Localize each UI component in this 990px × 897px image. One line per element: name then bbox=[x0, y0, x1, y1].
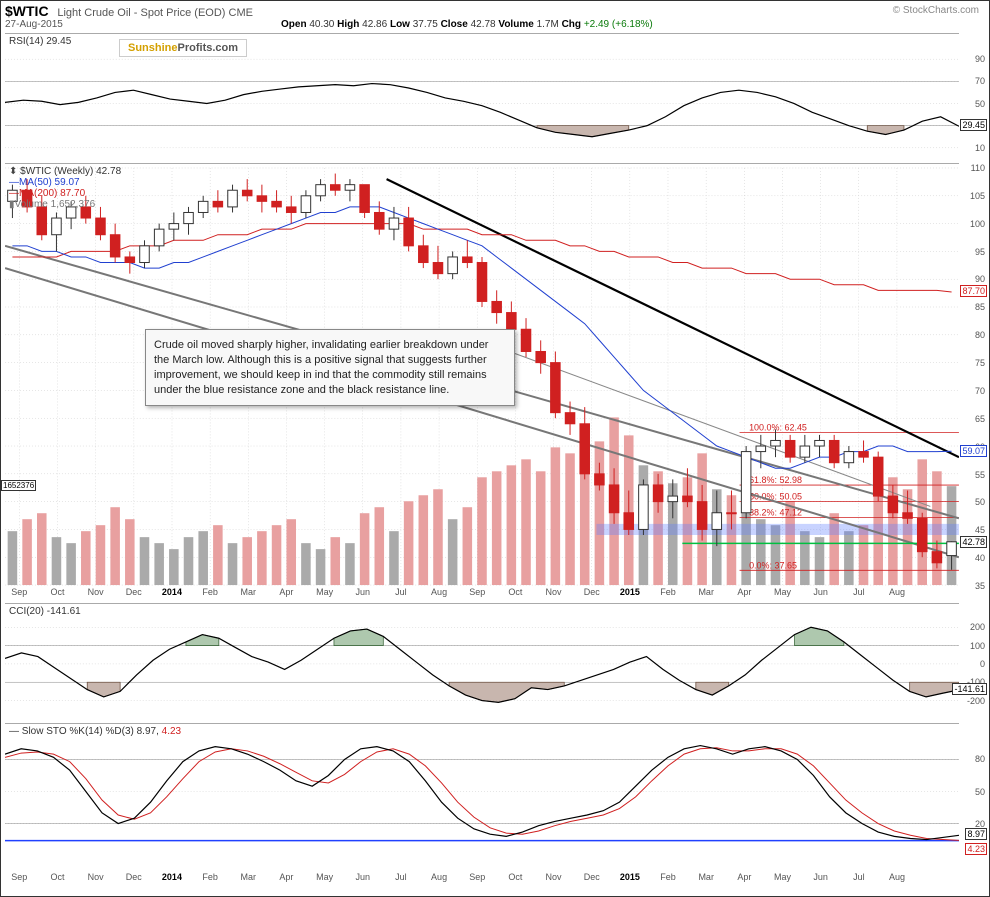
chart-date: 27-Aug-2015 bbox=[5, 19, 63, 30]
price-panel: ⬍ $WTIC (Weekly) 42.78 —MA(50) 59.07 —MA… bbox=[5, 163, 959, 603]
cci-chart bbox=[5, 604, 959, 723]
xaxis-price: SepOctNovDec2014FebMarAprMayJunJulAugSep… bbox=[5, 587, 959, 603]
cci-panel: CCI(20) -141.61 -200-1000100200 -141.61 bbox=[5, 603, 959, 723]
svg-text:61.8%: 52.98: 61.8%: 52.98 bbox=[749, 475, 802, 485]
watermark-logo: SunshineProfits.com bbox=[119, 39, 247, 57]
sto-label: — Slow STO %K(14) %D(3) 8.97, 4.23 bbox=[9, 726, 181, 737]
rsi-label: RSI(14) 29.45 bbox=[9, 36, 71, 47]
price-value-box: 42.78 bbox=[960, 536, 987, 548]
annotation-box: Crude oil moved sharply higher, invalida… bbox=[145, 329, 515, 406]
ticker-desc: Light Crude Oil - Spot Price (EOD) CME bbox=[57, 7, 253, 19]
ma200-value-box: 87.70 bbox=[960, 285, 987, 297]
chart-container: $WTIC Light Crude Oil - Spot Price (EOD)… bbox=[0, 0, 990, 897]
sto-k-value-box: 8.97 bbox=[965, 828, 987, 840]
volume-value-box: 1652376 bbox=[1, 480, 36, 491]
ohlc-bar: Open 40.30 High 42.86 Low 37.75 Close 42… bbox=[281, 19, 653, 30]
xaxis-bottom: SepOctNovDec2014FebMarAprMayJunJulAugSep… bbox=[5, 872, 959, 888]
svg-text:38.2%: 47.12: 38.2%: 47.12 bbox=[749, 508, 802, 518]
source-credit: © StockCharts.com bbox=[893, 5, 979, 16]
sto-d-value-box: 4.23 bbox=[965, 843, 987, 855]
rsi-value-box: 29.45 bbox=[960, 119, 987, 131]
price-labels: ⬍ $WTIC (Weekly) 42.78 —MA(50) 59.07 —MA… bbox=[9, 166, 121, 210]
cci-label: CCI(20) -141.61 bbox=[9, 606, 81, 617]
svg-text:100.0%: 62.45: 100.0%: 62.45 bbox=[749, 422, 807, 432]
svg-text:0.0%: 37.65: 0.0%: 37.65 bbox=[749, 560, 797, 570]
ma50-value-box: 59.07 bbox=[960, 445, 987, 457]
sto-chart bbox=[5, 724, 959, 863]
cci-value-box: -141.61 bbox=[952, 683, 987, 695]
ticker-symbol: $WTIC bbox=[5, 3, 49, 19]
sto-panel: — Slow STO %K(14) %D(3) 8.97, 4.23 20508… bbox=[5, 723, 959, 863]
